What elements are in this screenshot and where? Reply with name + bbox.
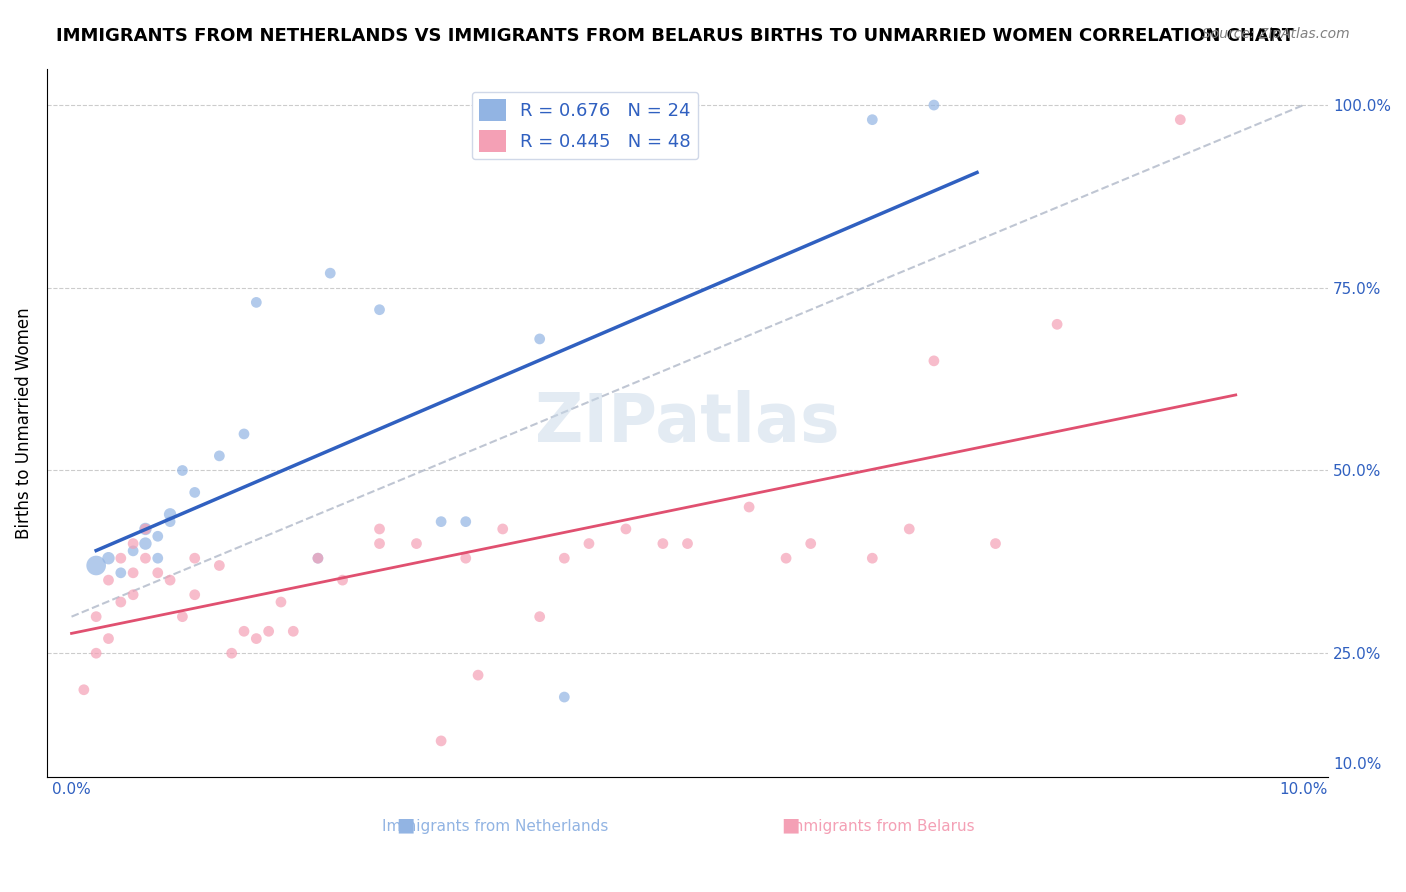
Point bbox=[97, 632, 120, 646]
Point bbox=[84, 646, 107, 660]
Point bbox=[159, 508, 181, 522]
Point bbox=[159, 515, 181, 529]
Text: ■: ■ bbox=[780, 815, 799, 834]
Point bbox=[146, 566, 169, 580]
Point bbox=[553, 551, 575, 566]
Point bbox=[860, 551, 883, 566]
Point bbox=[332, 573, 354, 587]
Point bbox=[430, 515, 453, 529]
Point bbox=[245, 295, 267, 310]
Point bbox=[319, 266, 342, 280]
Point bbox=[368, 536, 391, 550]
Point bbox=[283, 624, 305, 639]
Point bbox=[159, 573, 181, 587]
Point bbox=[898, 522, 921, 536]
Point bbox=[122, 588, 145, 602]
Point bbox=[984, 536, 1007, 550]
Point bbox=[738, 500, 761, 514]
Text: ■: ■ bbox=[396, 815, 415, 834]
Point bbox=[183, 485, 205, 500]
Point bbox=[1168, 112, 1191, 127]
Point bbox=[110, 551, 132, 566]
Point bbox=[110, 595, 132, 609]
Point bbox=[467, 668, 489, 682]
Point bbox=[172, 609, 194, 624]
Point bbox=[800, 536, 823, 550]
Point bbox=[405, 536, 427, 550]
Point bbox=[84, 609, 107, 624]
Text: Immigrants from Belarus: Immigrants from Belarus bbox=[785, 819, 974, 834]
Point bbox=[614, 522, 637, 536]
Point bbox=[134, 536, 156, 550]
Point bbox=[84, 558, 107, 573]
Point bbox=[922, 354, 945, 368]
Point bbox=[183, 551, 205, 566]
Point bbox=[922, 98, 945, 112]
Point bbox=[368, 522, 391, 536]
Point bbox=[454, 515, 477, 529]
Y-axis label: Births to Unmarried Women: Births to Unmarried Women bbox=[15, 307, 32, 539]
Point bbox=[430, 734, 453, 748]
Point bbox=[122, 544, 145, 558]
Point bbox=[134, 551, 156, 566]
Point bbox=[578, 536, 600, 550]
Point bbox=[134, 522, 156, 536]
Point bbox=[368, 302, 391, 317]
Point bbox=[1046, 318, 1069, 332]
Point bbox=[245, 632, 267, 646]
Point bbox=[172, 463, 194, 477]
Point bbox=[73, 682, 96, 697]
Point bbox=[134, 522, 156, 536]
Point bbox=[122, 536, 145, 550]
Text: Source: ZipAtlas.com: Source: ZipAtlas.com bbox=[1202, 27, 1350, 41]
Point bbox=[146, 529, 169, 543]
Legend: R = 0.676   N = 24, R = 0.445   N = 48: R = 0.676 N = 24, R = 0.445 N = 48 bbox=[472, 92, 699, 160]
Point bbox=[208, 449, 231, 463]
Point bbox=[307, 551, 329, 566]
Point bbox=[454, 551, 477, 566]
Text: ZIPatlas: ZIPatlas bbox=[536, 390, 839, 456]
Point bbox=[307, 551, 329, 566]
Point bbox=[492, 522, 515, 536]
Point bbox=[183, 588, 205, 602]
Point bbox=[676, 536, 699, 550]
Point bbox=[97, 573, 120, 587]
Text: IMMIGRANTS FROM NETHERLANDS VS IMMIGRANTS FROM BELARUS BIRTHS TO UNMARRIED WOMEN: IMMIGRANTS FROM NETHERLANDS VS IMMIGRANT… bbox=[56, 27, 1295, 45]
Point bbox=[529, 609, 551, 624]
Point bbox=[122, 566, 145, 580]
Point bbox=[775, 551, 797, 566]
Point bbox=[221, 646, 243, 660]
Point bbox=[860, 112, 883, 127]
Point bbox=[97, 551, 120, 566]
Point bbox=[257, 624, 280, 639]
Point bbox=[208, 558, 231, 573]
Point bbox=[553, 690, 575, 704]
Point bbox=[270, 595, 292, 609]
Point bbox=[110, 566, 132, 580]
Text: Immigrants from Netherlands: Immigrants from Netherlands bbox=[382, 819, 609, 834]
Point bbox=[233, 624, 256, 639]
Point bbox=[233, 426, 256, 441]
Point bbox=[146, 551, 169, 566]
Point bbox=[529, 332, 551, 346]
Point bbox=[651, 536, 673, 550]
